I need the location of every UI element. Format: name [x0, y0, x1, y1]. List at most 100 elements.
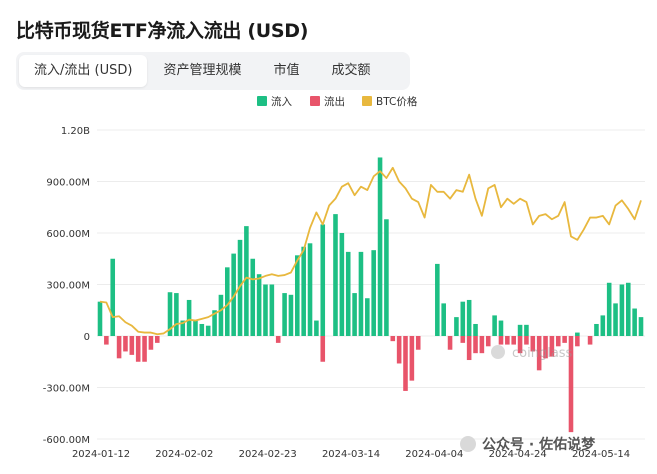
outflow-bar[interactable] [148, 336, 154, 350]
outflow-bar[interactable] [390, 336, 396, 342]
inflow-bar[interactable] [460, 301, 466, 336]
inflow-bar[interactable] [320, 224, 326, 336]
outflow-bar[interactable] [403, 336, 408, 391]
inflow-bar[interactable] [205, 325, 211, 336]
inflow-bar[interactable] [632, 308, 637, 336]
outflow-bar[interactable] [415, 336, 421, 350]
outflow-bar[interactable] [460, 336, 466, 343]
tab-aum[interactable]: 资产管理规模 [163, 63, 242, 78]
outflow-bar[interactable] [154, 336, 160, 343]
inflow-bar[interactable] [454, 317, 459, 336]
inflow-bar[interactable] [498, 320, 504, 336]
outflow-bar[interactable] [517, 336, 523, 354]
outflow-bar[interactable] [396, 336, 402, 364]
inflow-bar[interactable] [371, 250, 376, 336]
inflow-bar[interactable] [307, 243, 313, 336]
inflow-bar[interactable] [237, 239, 243, 336]
outflow-bar[interactable] [524, 336, 529, 345]
inflow-bar[interactable] [625, 282, 631, 336]
legend-btc-label[interactable]: BTC价格 [376, 95, 418, 108]
inflow-bar[interactable] [212, 310, 217, 336]
legend-inflow-swatch[interactable] [257, 96, 267, 106]
legend-outflow-swatch[interactable] [310, 96, 320, 106]
outflow-bar[interactable] [498, 336, 504, 345]
inflow-bar[interactable] [301, 246, 306, 336]
inflow-bar[interactable] [435, 263, 440, 336]
inflow-bar[interactable] [492, 315, 497, 336]
outflow-bar[interactable] [135, 336, 141, 362]
outflow-bar[interactable] [116, 336, 122, 359]
inflow-bar[interactable] [619, 284, 625, 337]
outflow-bar[interactable] [530, 336, 536, 352]
inflow-bar[interactable] [282, 293, 287, 336]
tab-market-cap[interactable]: 市值 [273, 63, 300, 78]
outflow-bar[interactable] [536, 336, 542, 371]
legend-outflow-label[interactable]: 流出 [324, 95, 345, 108]
inflow-bar[interactable] [333, 214, 338, 336]
inflow-bar[interactable] [524, 324, 529, 336]
inflow-bar[interactable] [110, 258, 116, 336]
outflow-bar[interactable] [466, 336, 472, 361]
legend-btc-swatch[interactable] [362, 96, 372, 106]
outflow-bar[interactable] [575, 336, 580, 347]
outflow-bar[interactable] [562, 336, 567, 343]
outflow-bar[interactable] [549, 336, 555, 357]
outflow-bar[interactable] [275, 336, 281, 343]
outflow-bar[interactable] [320, 336, 326, 362]
inflow-bar[interactable] [600, 315, 606, 336]
inflow-bar[interactable] [186, 299, 192, 336]
inflow-bar[interactable] [339, 233, 345, 336]
outflow-bar[interactable] [587, 336, 593, 345]
inflow-bar[interactable] [218, 294, 224, 336]
inflow-bar[interactable] [517, 324, 523, 336]
outflow-bar[interactable] [555, 336, 561, 347]
inflow-bar[interactable] [345, 251, 351, 336]
inflow-bar[interactable] [606, 282, 612, 336]
inflow-bar[interactable] [199, 323, 205, 336]
inflow-bar[interactable] [225, 267, 230, 336]
outflow-bar[interactable] [473, 336, 478, 354]
inflow-bar[interactable] [384, 219, 389, 336]
inflow-bar[interactable] [256, 274, 262, 336]
inflow-bar[interactable] [358, 251, 364, 336]
outflow-bar[interactable] [142, 336, 147, 362]
outflow-bar[interactable] [543, 336, 548, 359]
inflow-bar[interactable] [97, 301, 103, 336]
inflow-bar[interactable] [314, 320, 319, 336]
inflow-bar[interactable] [377, 157, 383, 336]
outflow-bar[interactable] [129, 336, 135, 355]
btc-price-path[interactable] [99, 166, 642, 336]
inflow-bar[interactable] [441, 303, 446, 336]
outflow-bar[interactable] [511, 336, 516, 345]
inflow-bar[interactable] [365, 298, 370, 336]
outflow-bar[interactable] [447, 336, 453, 350]
inflow-bar[interactable] [352, 293, 357, 336]
inflow-bar[interactable] [473, 323, 478, 336]
inflow-bar[interactable] [288, 294, 294, 336]
tab-volume[interactable]: 成交额 [331, 63, 371, 78]
tab-inflow-outflow[interactable]: 流入/流出 (USD) [19, 55, 148, 87]
inflow-bar[interactable] [193, 320, 198, 336]
legend-inflow-label[interactable]: 流入 [271, 95, 292, 108]
inflow-bar[interactable] [244, 226, 249, 336]
inflow-bar[interactable] [295, 255, 300, 336]
inflow-bar[interactable] [466, 299, 472, 336]
inflow-bar[interactable] [263, 284, 268, 337]
inflow-bar[interactable] [174, 293, 179, 336]
inflow-bar[interactable] [180, 320, 186, 336]
inflow-bar[interactable] [613, 303, 618, 336]
inflow-bar[interactable] [575, 332, 580, 336]
outflow-bar[interactable] [505, 336, 510, 345]
inflow-bar[interactable] [269, 284, 275, 337]
inflow-bar[interactable] [167, 292, 173, 336]
outflow-bar[interactable] [479, 336, 485, 354]
outflow-bar[interactable] [485, 336, 491, 347]
inflow-bar[interactable] [250, 258, 256, 336]
outflow-bar[interactable] [123, 336, 128, 352]
outflow-bar[interactable] [568, 336, 574, 433]
outflow-bar[interactable] [104, 336, 109, 345]
outflow-bar[interactable] [409, 336, 415, 381]
inflow-bar[interactable] [638, 317, 644, 336]
inflow-bar[interactable] [594, 323, 599, 336]
inflow-bar[interactable] [231, 253, 236, 336]
